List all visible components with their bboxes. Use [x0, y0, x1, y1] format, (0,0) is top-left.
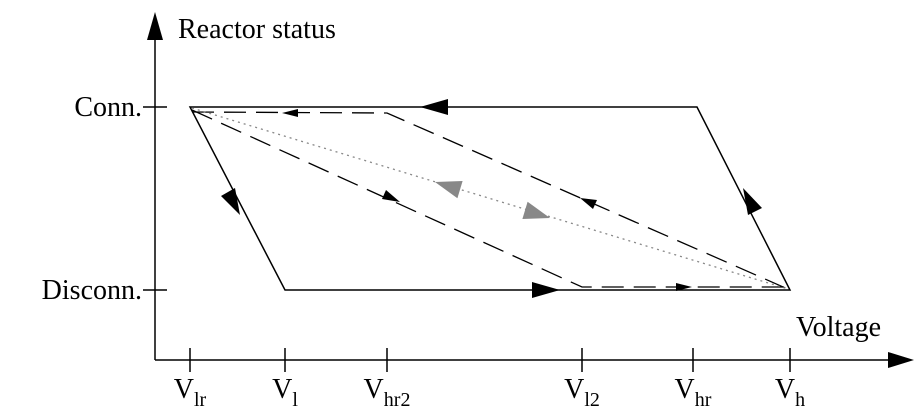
arrow [282, 109, 298, 117]
x-tick-label: Vhr2 [364, 374, 411, 411]
x-tick-main: V [364, 374, 384, 405]
arrow [532, 282, 560, 298]
arrow [676, 283, 692, 291]
arrow [221, 188, 240, 215]
x-tick-sub: l [292, 389, 298, 411]
x-tick-sub: lr [194, 389, 207, 411]
level-label: Disconn. [42, 275, 142, 306]
x-tick-label: Vh [775, 374, 805, 411]
x-tick-label: Vl [272, 374, 298, 411]
level-label: Conn. [74, 92, 142, 123]
x-tick-sub: h [795, 389, 805, 411]
arrow [420, 99, 448, 115]
x-tick-main: V [564, 374, 584, 405]
x-axis-label: Voltage [796, 312, 881, 343]
x-ticks: Vlr Vl Vhr2 Vl2 Vhr Vh [174, 348, 805, 411]
x-tick-sub: hr2 [384, 389, 411, 411]
solid-loop [188, 106, 792, 291]
x-tick-main: V [174, 374, 194, 405]
x-tick-main: V [775, 374, 795, 405]
x-tick-label: Vl2 [564, 374, 600, 411]
arrow [435, 181, 463, 199]
x-tick-main: V [675, 374, 695, 405]
x-tick-main: V [272, 374, 292, 405]
y-axis-label: Reactor status [178, 14, 336, 45]
arrow [743, 188, 762, 215]
x-axis-arrow [888, 352, 914, 368]
dashed-path [191, 109, 790, 288]
x-tick-sub: hr [695, 389, 712, 411]
dotted-path [191, 107, 789, 290]
dashed-path [191, 111, 791, 291]
x-tick-label: Vlr [174, 374, 207, 411]
x-tick-label: Vhr [675, 374, 712, 411]
arrow [382, 190, 400, 202]
arrow [522, 201, 550, 219]
x-tick-sub: l2 [584, 389, 600, 411]
y-axis-arrow [147, 12, 163, 40]
arrow [580, 198, 597, 209]
